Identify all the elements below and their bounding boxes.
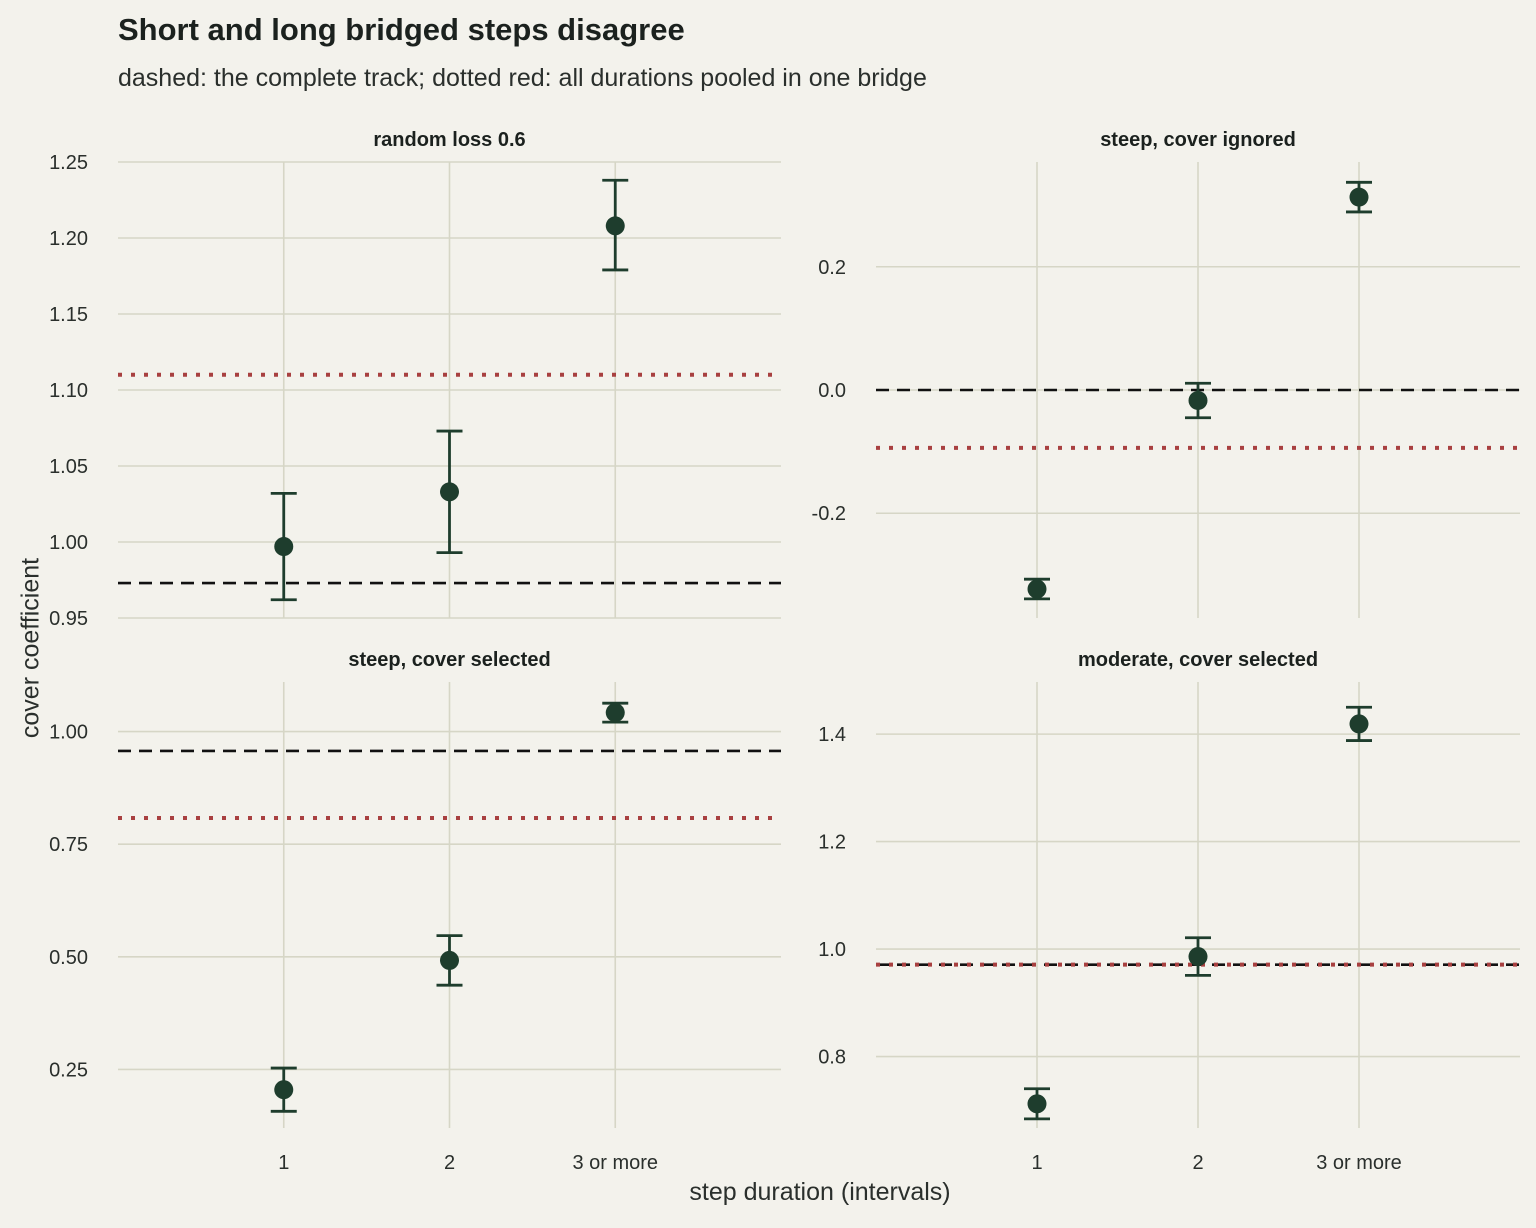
x-tick-label: 1 [1031, 1152, 1042, 1174]
y-tick-label: 1.2 [818, 832, 846, 854]
y-tick-label: 1.25 [49, 152, 88, 174]
y-tick-label: 0.75 [49, 834, 88, 856]
facet-panel: moderate, cover selected 0.8 1.0 1.2 1.4 1 2 3 … [818, 649, 1520, 1174]
y-tick-label: 1.00 [49, 532, 88, 554]
facet-panel: steep, cover ignored -0.2 0.0 0.2 [812, 129, 1520, 618]
facet-title: random loss 0.6 [373, 129, 525, 151]
y-tick-label: 0.2 [818, 257, 846, 279]
x-tick-label: 3 or more [572, 1152, 658, 1174]
y-tick-label: 0.0 [818, 380, 846, 402]
data-point [1188, 947, 1208, 967]
y-tick-label: 1.20 [49, 228, 88, 250]
y-axis-title: cover coefficient [16, 557, 45, 739]
data-point [1349, 714, 1369, 734]
y-tick-label: 1.4 [818, 724, 846, 746]
x-tick-label: 2 [1192, 1152, 1203, 1174]
y-tick-label: -0.2 [812, 503, 846, 525]
facet-panel: steep, cover selected 0.25 0.50 0.75 1.00 1 2 3… [49, 649, 781, 1174]
chart-title: Short and long bridged steps disagree [118, 12, 685, 47]
facet-title: steep, cover ignored [1100, 129, 1296, 151]
data-point [1188, 390, 1208, 410]
y-tick-label: 1.15 [49, 304, 88, 326]
data-point [1027, 579, 1047, 599]
data-point [1027, 1094, 1047, 1114]
y-tick-label: 0.25 [49, 1059, 88, 1081]
x-tick-label: 1 [278, 1152, 289, 1174]
data-point [605, 703, 625, 723]
y-tick-label: 0.50 [49, 947, 88, 969]
x-axis-title: step duration (intervals) [689, 1178, 951, 1206]
data-point [440, 482, 459, 502]
y-tick-label: 0.8 [818, 1047, 846, 1069]
chart-subtitle: dashed: the complete track; dotted red: … [118, 64, 927, 92]
facet-panel: random loss 0.6 0.95 1.00 1.05 1.10 1.15 1.20 1… [49, 129, 781, 630]
facet-title: moderate, cover selected [1078, 649, 1318, 671]
facet-title: steep, cover selected [348, 649, 550, 671]
data-point [274, 537, 294, 557]
data-point [274, 1080, 294, 1100]
x-tick-label: 2 [444, 1152, 455, 1174]
data-point [1349, 187, 1369, 207]
data-point [440, 950, 459, 970]
y-tick-label: 1.05 [49, 456, 88, 478]
y-tick-label: 0.95 [49, 608, 88, 630]
y-tick-label: 1.10 [49, 380, 88, 402]
data-point [605, 216, 625, 236]
y-tick-label: 1.00 [49, 722, 88, 744]
y-tick-label: 1.0 [818, 939, 846, 961]
x-tick-label: 3 or more [1316, 1152, 1402, 1174]
